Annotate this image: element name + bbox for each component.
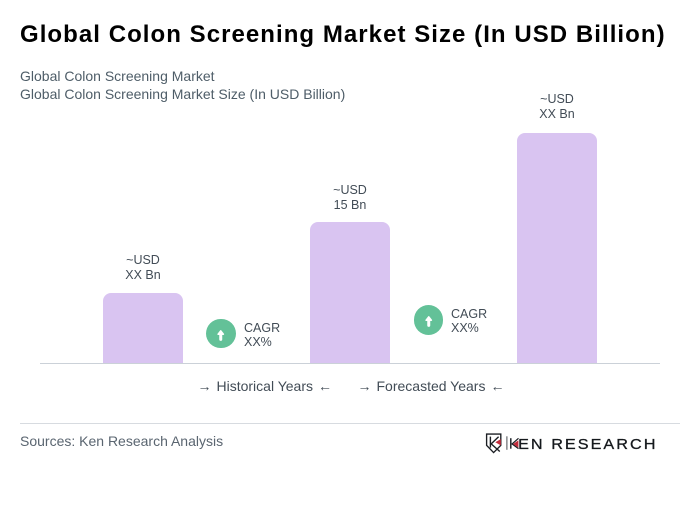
svg-text:EN RESEARCH: EN RESEARCH bbox=[518, 436, 657, 452]
